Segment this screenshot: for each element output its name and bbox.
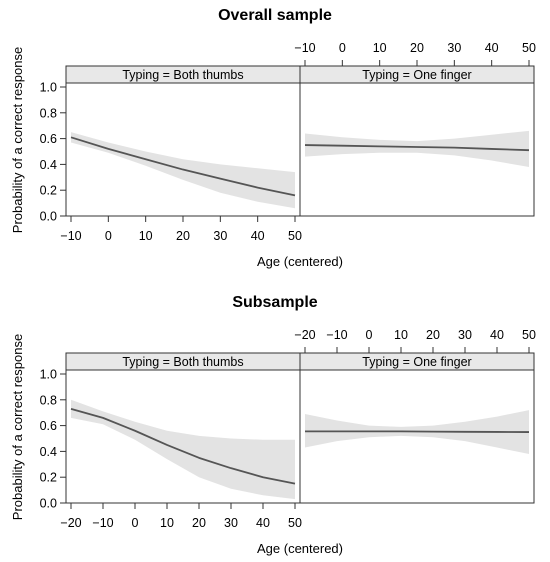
confidence-band [71, 399, 295, 500]
x-tick-label: −20 [60, 516, 81, 530]
figure-subsample: Subsample Probability of a correct respon… [10, 294, 536, 556]
x-tick-label: −10 [92, 516, 113, 530]
x-tick-label: 10 [373, 41, 387, 55]
y-axis-label: Probability of a correct response [10, 334, 25, 520]
strip-label: Typing = One finger [362, 355, 471, 369]
x-tick-label: 40 [256, 516, 270, 530]
y-tick-label: 0.8 [40, 393, 57, 407]
x-tick-label: 40 [251, 229, 265, 243]
y-tick-label: 0.2 [40, 471, 57, 485]
x-tick-label: 20 [426, 328, 440, 342]
panel-frame [299, 369, 535, 504]
y-tick-label: 0.0 [40, 210, 57, 224]
x-tick-label: 30 [213, 229, 227, 243]
y-tick-label: 0.8 [40, 106, 57, 120]
y-axis-label: Probability of a correct response [10, 47, 25, 233]
y-tick-label: 0.6 [40, 132, 57, 146]
y-tick-label: 0.2 [40, 184, 57, 198]
panel-both-thumbs: Typing = Both thumbs −10 0 10 20 30 40 50 [60, 65, 302, 243]
x-tick-label: 10 [139, 229, 153, 243]
x-tick-label: 10 [160, 516, 174, 530]
figure-overall-sample: Overall sample Probability of a correct r… [10, 7, 536, 269]
confidence-band [305, 130, 529, 167]
y-tick-label: 1.0 [40, 368, 57, 382]
chart-title: Overall sample [218, 7, 332, 24]
panel-both-thumbs: Typing = Both thumbs −20 −10 0 10 20 30 40 50 [60, 352, 302, 530]
x-tick-label: −10 [326, 328, 347, 342]
x-tick-label: 0 [105, 229, 112, 243]
x-tick-label: 30 [447, 41, 461, 55]
x-tick-label: −20 [294, 328, 315, 342]
panel-frame [299, 82, 535, 217]
strip-label: Typing = Both thumbs [122, 68, 243, 82]
x-tick-label: 10 [394, 328, 408, 342]
x-tick-label: 50 [288, 516, 302, 530]
strip-label: Typing = Both thumbs [122, 355, 243, 369]
x-axis-label: Age (centered) [257, 541, 343, 556]
fit-line [70, 136, 296, 197]
x-tick-label: 50 [288, 229, 302, 243]
y-tick-label: 0.4 [40, 445, 57, 459]
x-tick-label: 40 [485, 41, 499, 55]
fit-line [70, 407, 296, 485]
x-tick-label: −10 [60, 229, 81, 243]
x-tick-label: 20 [192, 516, 206, 530]
x-tick-label: 40 [490, 328, 504, 342]
x-axis-label: Age (centered) [257, 254, 343, 269]
panel-one-finger: Typing = One finger −10 0 10 20 30 40 50 [294, 41, 536, 217]
strip-label: Typing = One finger [362, 68, 471, 82]
y-tick-label: 0.0 [40, 497, 57, 511]
fit-line [304, 144, 530, 152]
x-tick-label: 20 [410, 41, 424, 55]
chart-title: Subsample [232, 294, 317, 311]
x-tick-label: 0 [132, 516, 139, 530]
x-tick-label: 0 [339, 41, 346, 55]
x-tick-label: −10 [294, 41, 315, 55]
x-tick-label: 20 [176, 229, 190, 243]
x-tick-label: 30 [458, 328, 472, 342]
y-tick-label: 0.4 [40, 158, 57, 172]
y-tick-label: 1.0 [40, 81, 57, 95]
x-tick-label: 30 [224, 516, 238, 530]
x-tick-label: 50 [522, 328, 536, 342]
fit-line [305, 430, 530, 433]
x-tick-label: 0 [366, 328, 373, 342]
y-tick-label: 0.6 [40, 419, 57, 433]
panel-one-finger: Typing = One finger −20 −10 0 10 20 30 40 50 [294, 328, 536, 504]
x-tick-label: 50 [522, 41, 536, 55]
